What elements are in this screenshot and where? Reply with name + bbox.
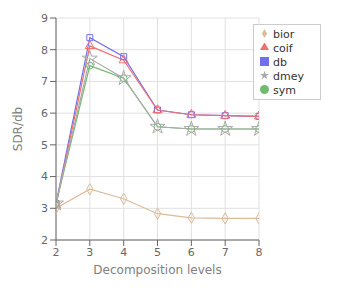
svg-text:SDR/db: SDR/db — [11, 107, 25, 151]
svg-text:9: 9 — [41, 12, 48, 25]
svg-text:3: 3 — [86, 246, 93, 259]
svg-text:5: 5 — [41, 139, 48, 152]
svg-text:Decomposition levels: Decomposition levels — [93, 263, 221, 277]
html-text:bior: bior — [273, 28, 295, 41]
svg-text:2: 2 — [53, 246, 60, 259]
svg-text:8: 8 — [41, 44, 48, 57]
html-text:dmey: dmey — [273, 70, 304, 83]
html-text:coif: coif — [273, 42, 293, 55]
svg-text:7: 7 — [222, 246, 229, 259]
svg-text:2: 2 — [41, 234, 48, 247]
svg-text:6: 6 — [188, 246, 195, 259]
svg-text:4: 4 — [120, 246, 127, 259]
svg-text:7: 7 — [41, 75, 48, 88]
svg-text:4: 4 — [41, 170, 48, 183]
svg-text:5: 5 — [154, 246, 161, 259]
svg-text:3: 3 — [41, 202, 48, 215]
html-text:db: db — [273, 56, 287, 69]
svg-text:6: 6 — [41, 107, 48, 120]
svg-text:8: 8 — [256, 246, 263, 259]
html-text:sym: sym — [273, 84, 296, 97]
